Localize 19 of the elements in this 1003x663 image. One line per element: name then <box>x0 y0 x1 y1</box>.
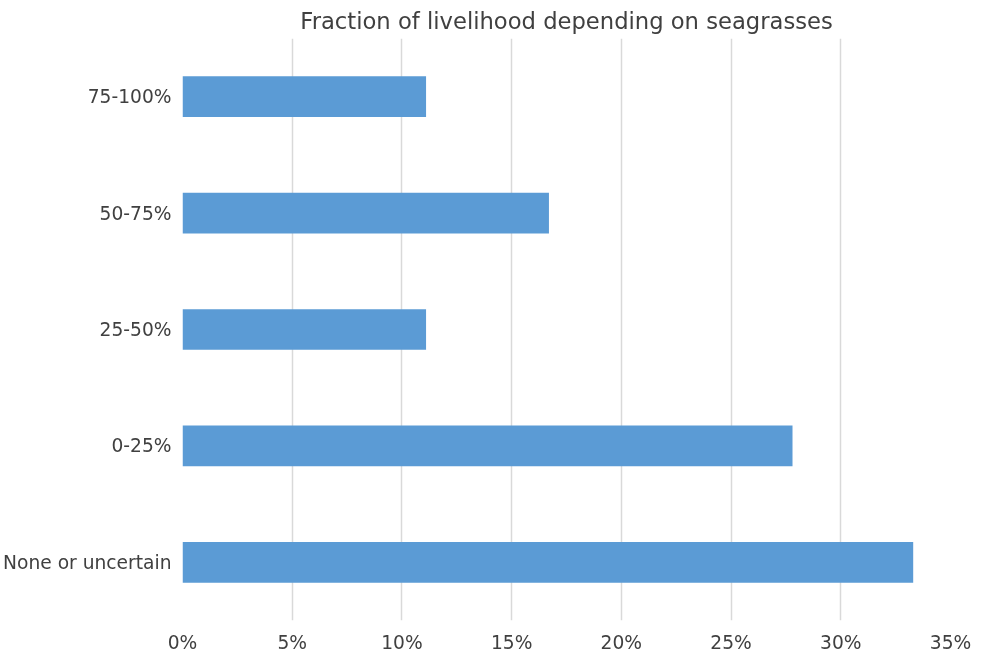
x-tick-label: 20% <box>600 631 643 653</box>
x-tick-label: 5% <box>277 631 308 653</box>
x-tick-label: 0% <box>167 631 198 653</box>
bar <box>182 425 793 467</box>
bar <box>182 309 427 350</box>
x-tick-label: 25% <box>710 631 752 653</box>
y-tick-label: 50-75% <box>99 202 172 224</box>
chart-title: Fraction of livelihood depending on seagrasses <box>300 7 833 34</box>
bar <box>182 192 549 234</box>
x-tick-label: 15% <box>490 631 533 653</box>
bar <box>182 76 427 118</box>
x-tick-label: 10% <box>381 631 423 653</box>
y-tick-label: 0-25% <box>111 435 172 457</box>
y-tick-label: None or uncertain <box>3 551 172 573</box>
bar <box>182 541 914 583</box>
x-tick-label: 30% <box>820 631 862 653</box>
y-tick-label: 25-50% <box>99 319 172 340</box>
x-tick-label: 35% <box>929 631 972 653</box>
y-tick-label: 75-100% <box>87 86 172 108</box>
